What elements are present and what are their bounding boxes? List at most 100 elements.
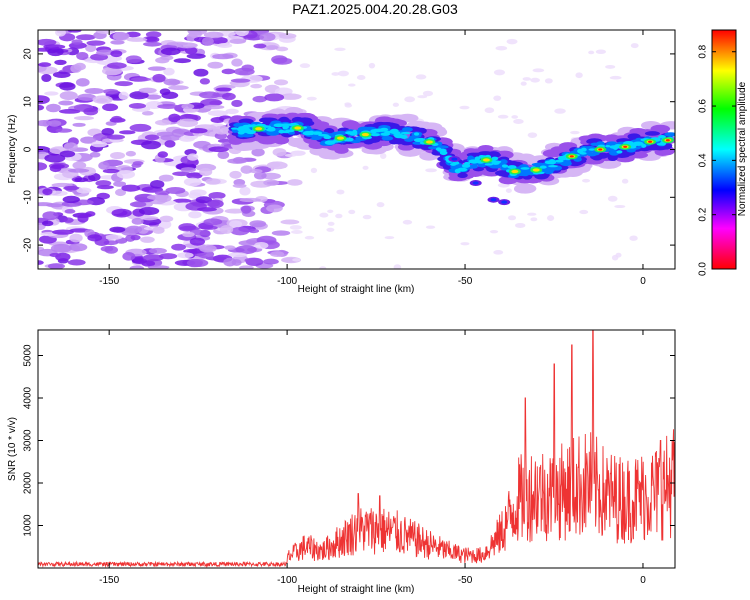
heatmap-cell bbox=[381, 135, 394, 141]
heatmap-cell bbox=[595, 49, 607, 55]
heatmap-cell bbox=[47, 263, 65, 269]
heatmap-cell bbox=[341, 120, 360, 129]
heatmap-cell bbox=[71, 39, 83, 45]
heatmap-cell bbox=[609, 75, 622, 80]
heatmap-cell bbox=[344, 102, 352, 106]
heatmap-cell bbox=[140, 216, 159, 221]
heatmap-cell bbox=[55, 30, 66, 37]
heatmap-cell bbox=[112, 31, 130, 41]
heatmap-cell bbox=[188, 211, 202, 219]
heatmap-cell bbox=[497, 114, 509, 119]
heatmap-cell bbox=[51, 164, 65, 169]
heatmap-cell bbox=[253, 43, 267, 49]
heatmap-cell bbox=[121, 184, 141, 192]
heatmap-cell bbox=[109, 226, 126, 233]
heatmap-cell bbox=[147, 66, 166, 71]
heatmap-cell bbox=[505, 188, 512, 193]
heatmap-cell bbox=[544, 78, 553, 84]
heatmap-cell bbox=[41, 220, 54, 227]
heatmap-cell bbox=[297, 117, 313, 124]
heatmap-cell bbox=[404, 138, 414, 142]
heatmap-cell bbox=[240, 165, 253, 174]
heatmap-cell bbox=[287, 179, 303, 186]
heatmap-cell bbox=[554, 159, 564, 163]
heatmap-cell bbox=[163, 67, 175, 76]
heatmap-cell bbox=[154, 190, 170, 196]
heatmap-cell bbox=[74, 177, 89, 183]
heatmap-cell bbox=[615, 252, 622, 258]
heatmap-cell bbox=[251, 148, 265, 157]
heatmap-cell bbox=[69, 243, 88, 252]
heatmap-cell bbox=[319, 266, 327, 269]
heatmap-cell bbox=[85, 43, 97, 53]
y-tick-label: -20 bbox=[23, 237, 34, 252]
heatmap-cell bbox=[122, 252, 136, 261]
colorbar-tick-label: 0.0 bbox=[698, 262, 709, 276]
heatmap-cell bbox=[239, 197, 262, 203]
heatmap-cell bbox=[511, 115, 519, 119]
heatmap-cell bbox=[63, 185, 79, 191]
heatmap-cell bbox=[129, 91, 149, 100]
heatmap-cell bbox=[621, 178, 629, 184]
heatmap-cell bbox=[331, 72, 340, 76]
heatmap-cell bbox=[590, 142, 600, 146]
heatmap-cell bbox=[531, 162, 545, 167]
colorbar-ticks: 0.0 0.2 0.4 0.6 0.8 bbox=[698, 44, 736, 276]
heatmap-cell bbox=[184, 46, 198, 55]
heatmap-cell bbox=[273, 123, 285, 128]
heatmap-cell bbox=[457, 167, 468, 172]
heatmap-cell bbox=[626, 148, 636, 153]
heatmap-cell bbox=[664, 132, 675, 137]
heatmap-cell bbox=[273, 79, 289, 86]
heatmap-cell bbox=[413, 138, 424, 143]
heatmap-cell bbox=[435, 147, 442, 151]
heatmap-cell bbox=[172, 171, 191, 177]
heatmap-cell bbox=[345, 131, 355, 135]
heatmap-cell bbox=[326, 227, 335, 232]
heatmap-cell bbox=[614, 204, 626, 209]
heatmap-cell bbox=[149, 179, 165, 189]
heatmap-cell bbox=[527, 212, 537, 216]
heatmap-cell bbox=[141, 260, 156, 267]
heatmap-cell bbox=[73, 62, 86, 71]
colorbar-tick-label: 0.8 bbox=[698, 44, 709, 58]
colorbar-tick-label: 0.4 bbox=[698, 153, 709, 167]
heatmap-cell bbox=[62, 195, 80, 204]
heatmap-cell bbox=[404, 96, 416, 103]
heatmap-cell bbox=[228, 252, 248, 258]
heatmap-cell bbox=[47, 47, 64, 57]
heatmap-cell bbox=[152, 226, 165, 234]
heatmap-cell bbox=[272, 148, 287, 157]
heatmap-cell bbox=[334, 47, 346, 51]
heatmap-cell bbox=[253, 171, 267, 180]
heatmap-cell bbox=[221, 68, 235, 75]
heatmap-cell bbox=[335, 130, 347, 136]
heatmap-cell bbox=[230, 78, 251, 83]
heatmap-cell bbox=[439, 150, 448, 156]
heatmap-cell bbox=[577, 148, 584, 154]
heatmap-cell bbox=[600, 159, 620, 168]
heatmap-cell bbox=[38, 260, 44, 265]
heatmap-cell bbox=[166, 41, 188, 46]
heatmap-cell bbox=[224, 245, 236, 250]
heatmap-cell bbox=[201, 36, 214, 46]
heatmap-cell bbox=[464, 161, 471, 165]
heatmap-cell bbox=[58, 109, 81, 114]
heatmap-cell bbox=[459, 105, 470, 110]
heatmap-cell bbox=[425, 225, 436, 229]
heatmap-cell bbox=[38, 162, 48, 171]
heatmap-cell bbox=[229, 220, 243, 228]
heatmap-cell bbox=[484, 107, 495, 114]
heatmap-cell bbox=[73, 116, 95, 121]
heatmap-cell bbox=[63, 142, 78, 151]
heatmap-cell bbox=[160, 134, 182, 141]
heatmap-cell bbox=[155, 57, 170, 64]
snr-y-ticks: 1000 2000 3000 4000 5000 bbox=[23, 344, 675, 537]
heatmap-cell bbox=[422, 90, 434, 97]
heatmap-cell bbox=[129, 123, 152, 132]
heatmap-cell bbox=[52, 71, 71, 78]
heatmap-cell bbox=[158, 220, 172, 229]
heatmap-cell bbox=[110, 50, 123, 58]
heatmap-cell bbox=[159, 215, 174, 223]
heatmap-cell bbox=[402, 127, 413, 132]
